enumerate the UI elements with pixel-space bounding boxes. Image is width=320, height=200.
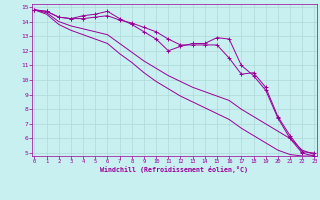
X-axis label: Windchill (Refroidissement éolien,°C): Windchill (Refroidissement éolien,°C) (100, 166, 248, 173)
